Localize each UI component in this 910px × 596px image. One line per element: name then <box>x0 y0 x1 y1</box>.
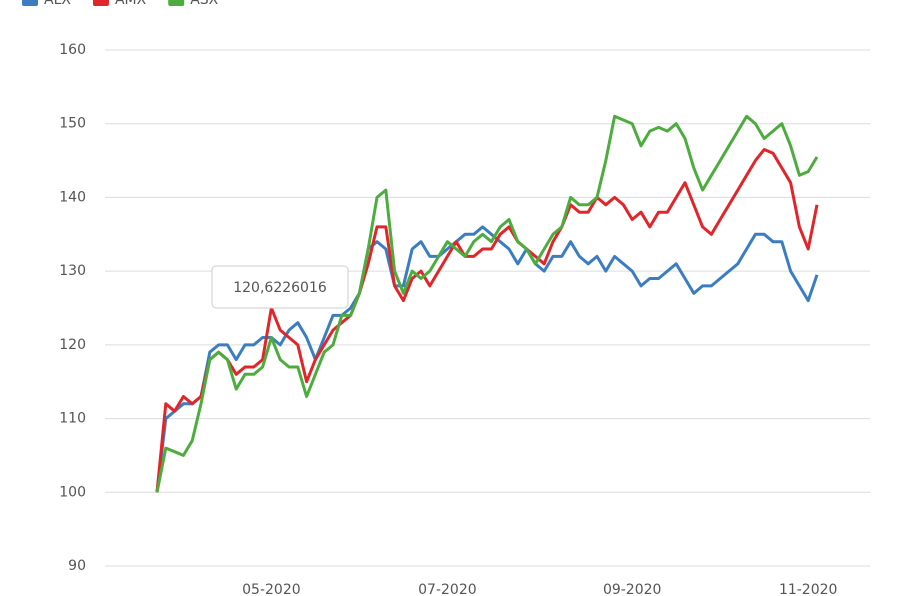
y-tick-label: 150 <box>59 116 86 132</box>
y-tick-label: 120 <box>59 337 86 353</box>
y-tick-label: 100 <box>59 484 86 500</box>
tooltip-text: 120,6226016 <box>233 280 327 296</box>
lines <box>155 114 819 493</box>
legend-swatch <box>22 0 38 6</box>
legend-swatch <box>168 0 185 6</box>
y-tick-label: 140 <box>59 189 86 205</box>
y-tick-label: 110 <box>59 411 86 427</box>
tooltip-box <box>211 265 349 309</box>
legend: ALX AMX ASX <box>22 0 219 8</box>
legend-label: ASX <box>190 0 218 8</box>
y-tick-label: 160 <box>59 42 86 58</box>
x-tick-label: 09-2020 <box>603 582 662 596</box>
x-tick-label: 07-2020 <box>418 582 477 596</box>
x-tick-label: 05-2020 <box>242 582 301 596</box>
grid: 90 100 110 120 130 140 150 160 05-2020 07-2020 09-… <box>59 42 870 596</box>
y-tick-label: 90 <box>68 558 86 574</box>
legend-label: AMX <box>115 0 147 8</box>
x-tick-label: 11-2020 <box>779 582 838 596</box>
y-tick-label: 130 <box>59 263 86 279</box>
legend-swatch <box>92 0 109 6</box>
legend-label: ALX <box>44 0 71 8</box>
series-line <box>155 114 819 493</box>
tooltip: 120,6226016 <box>211 265 349 309</box>
series-line <box>155 148 819 493</box>
